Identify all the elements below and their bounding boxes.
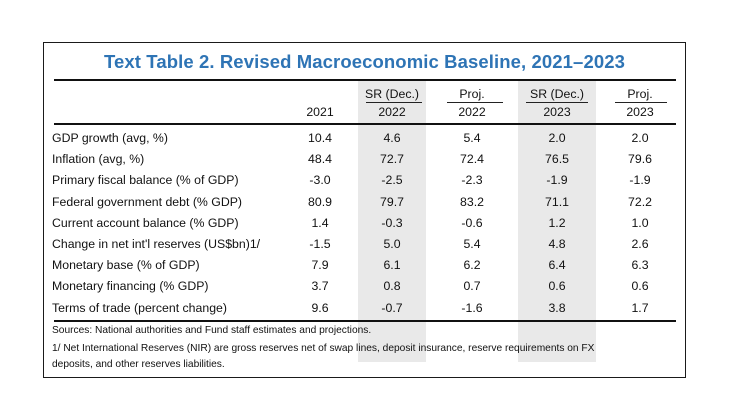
col-header-year: 2022 [458,105,486,119]
table-cell: 9.6 [311,300,329,315]
top-rule [54,79,676,81]
header-underline [447,102,503,103]
table-cell: 71.1 [545,194,569,209]
footnote-line-2: deposits, and other reserves liabilities… [52,359,225,370]
col-header-year: 2022 [378,105,406,119]
col-header-top: SR (Dec.) [530,87,584,101]
table-cell: 72.7 [380,152,404,167]
table-cell: 48.4 [308,152,332,167]
col-header-year: 2023 [626,105,654,119]
table-cell: 76.5 [545,152,569,167]
header-underline [526,102,588,103]
header-rule [54,123,676,125]
table-cell: 5.0 [383,237,401,251]
sources-note: Sources: National authorities and Fund s… [52,325,372,336]
table-cell: 79.7 [380,194,404,209]
col-header-top: Proj. [627,87,653,101]
col-header-year: 2021 [306,105,334,119]
table-cell: -1.6 [461,300,483,315]
table-cell: 4.8 [548,237,566,251]
table-cell: 72.2 [628,194,652,209]
table-cell: 3.8 [548,300,566,315]
table-cell: -1.5 [309,237,331,251]
table-cell: -0.3 [381,215,403,230]
table-cell: 4.6 [383,131,401,145]
table-cell: 1.7 [631,300,649,315]
table-cell: 6.4 [548,258,566,273]
table-cell: -3.0 [309,173,331,188]
table-cell: 1.0 [631,215,649,230]
table-cell: 6.1 [383,258,401,273]
row-label: Change in net int'l reserves (US$bn)1/ [52,237,261,251]
table-cell: 1.2 [548,215,566,230]
table-cell: -1.9 [629,173,651,188]
table-cell: 5.4 [463,131,481,145]
table-cell: 6.2 [463,258,481,273]
table-cell: 2.6 [631,237,649,251]
table-cell: 7.9 [311,258,329,273]
table-cell: 6.3 [631,258,649,273]
table-cell: -0.6 [461,215,483,230]
shade-sr-2022 [358,81,426,362]
table-cell: 0.7 [463,279,481,294]
table-title: Text Table 2. Revised Macroeconomic Base… [103,51,625,72]
table-cell: 72.4 [460,152,484,167]
table-cell: -2.5 [381,173,403,188]
table-cell: 2.0 [548,131,566,145]
table-cell: 10.4 [308,131,332,145]
table-cell: 5.4 [463,237,481,251]
header-underline [366,102,422,103]
row-label: Monetary base (% of GDP) [52,258,200,273]
row-label: Current account balance (% GDP) [52,215,239,230]
table-cell: 1.4 [311,215,329,230]
row-label: GDP growth (avg, %) [52,131,168,145]
table-cell: 2.0 [631,131,649,145]
row-label: Primary fiscal balance (% of GDP) [52,173,239,188]
table-cell: -1.9 [546,173,568,188]
row-label: Inflation (avg, %) [52,152,145,167]
col-header-year: 2023 [543,105,571,119]
col-header-top: SR (Dec.) [365,87,419,101]
table-cell: 80.9 [308,194,332,209]
table-cell: 0.8 [383,279,401,294]
table-cell: 3.7 [311,279,329,294]
table-frame: Text Table 2. Revised Macroeconomic Base… [43,42,686,378]
col-header-top: Proj. [459,87,485,101]
row-label: Terms of trade (percent change) [52,300,227,315]
row-label: Federal government debt (% GDP) [52,194,243,209]
table-cell: -2.3 [461,173,483,188]
table-cell: -0.7 [381,300,403,315]
bottom-rule [54,320,676,322]
table-cell: 83.2 [460,194,484,209]
shade-sr-2023 [518,81,596,362]
table-cell: 0.6 [548,279,566,294]
header-underline [615,102,667,103]
table-cell: 79.6 [628,152,652,167]
row-label: Monetary financing (% GDP) [52,279,209,294]
table-cell: 0.6 [631,279,649,294]
footnote-line-1: 1/ Net International Reserves (NIR) are … [52,343,595,354]
